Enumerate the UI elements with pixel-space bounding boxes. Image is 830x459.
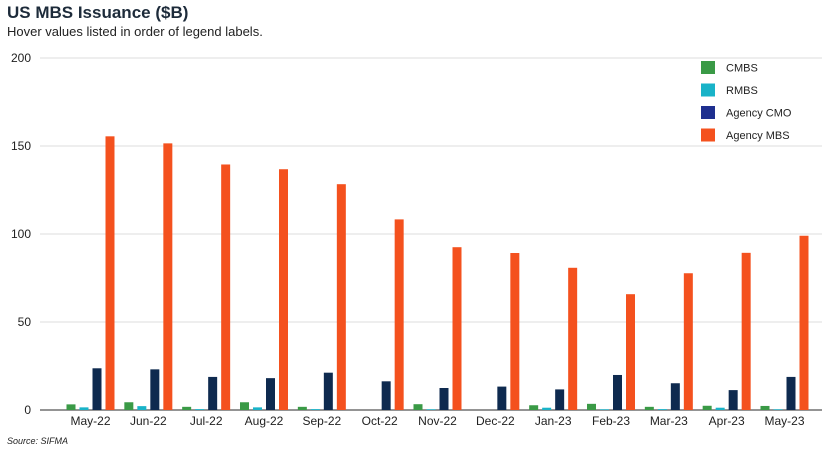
bar-agency-cmo	[728, 390, 738, 410]
bar-agency-mbs	[221, 164, 231, 410]
bar-agency-mbs	[510, 253, 520, 410]
bar-cmbs	[644, 406, 654, 410]
bar-rmbs	[657, 409, 667, 410]
bar-agency-cmo	[786, 376, 796, 410]
y-tick-label: 100	[11, 227, 31, 241]
bar-rmbs	[310, 409, 320, 410]
bar-agency-cmo	[670, 383, 680, 410]
x-tick-label: Jul-22	[190, 414, 223, 428]
bar-agency-mbs	[279, 169, 288, 410]
chart-title: US MBS Issuance ($B)	[7, 3, 189, 22]
y-tick-label: 0	[24, 403, 31, 417]
x-tick-label: Sep-22	[302, 414, 341, 428]
x-tick-label: Jun-22	[130, 414, 167, 428]
bar-agency-cmo	[555, 389, 565, 410]
legend-swatch	[701, 106, 715, 119]
x-tick-label: May-22	[70, 414, 110, 428]
bar-agency-mbs	[568, 267, 578, 410]
legend-swatch	[701, 128, 715, 142]
bar-cmbs	[702, 405, 712, 410]
bar-agency-cmo	[92, 368, 102, 410]
legend-label: CMBS	[726, 63, 758, 75]
bar-agency-mbs	[163, 143, 173, 411]
x-tick-label: Oct-22	[362, 414, 398, 428]
bar-cmbs	[529, 405, 539, 410]
x-tick-label: Feb-23	[592, 414, 630, 428]
bar-rmbs	[773, 409, 783, 410]
bar-agency-mbs	[626, 294, 635, 410]
y-tick-label: 200	[11, 51, 31, 65]
bar-agency-mbs	[452, 247, 462, 410]
x-tick-label: Aug-22	[245, 414, 284, 428]
bar-cmbs	[413, 404, 423, 410]
legend-label: Agency MBS	[726, 130, 790, 142]
bar-rmbs	[137, 406, 147, 410]
x-tick-label: May-23	[764, 414, 804, 428]
bar-agency-cmo	[381, 381, 391, 410]
bar-agency-cmo	[323, 372, 333, 410]
legend-swatch	[701, 61, 715, 74]
legend-swatch	[701, 83, 715, 97]
bar-agency-cmo	[208, 376, 218, 410]
x-tick-label: Mar-23	[650, 414, 688, 428]
bar-rmbs	[426, 409, 436, 410]
x-tick-label: Jan-23	[535, 414, 572, 428]
bar-cmbs	[124, 402, 134, 410]
bar-agency-mbs	[799, 235, 809, 410]
bar-agency-mbs	[105, 136, 115, 410]
y-tick-label: 150	[11, 139, 31, 153]
bar-rmbs	[79, 407, 89, 410]
bar-agency-mbs	[741, 252, 751, 410]
bar-rmbs	[600, 409, 609, 410]
bar-agency-cmo	[439, 388, 449, 410]
bar-cmbs	[297, 406, 307, 410]
source-note: Source: SIFMA	[7, 436, 69, 446]
bar-cmbs	[66, 404, 76, 410]
bar-rmbs	[195, 409, 205, 410]
bar-agency-cmo	[150, 369, 160, 410]
bar-cmbs	[182, 406, 192, 410]
bar-agency-mbs	[394, 219, 404, 410]
x-tick-label: Nov-22	[418, 414, 457, 428]
bar-rmbs	[542, 407, 552, 410]
bar-cmbs	[760, 405, 770, 410]
legend-label: RMBS	[726, 85, 758, 97]
bar-rmbs	[715, 407, 725, 410]
bar-agency-mbs	[336, 184, 346, 410]
bar-agency-cmo	[497, 386, 507, 410]
bar-rmbs	[253, 407, 262, 410]
bar-agency-cmo	[266, 378, 275, 410]
legend-label: Agency CMO	[726, 108, 792, 120]
bar-cmbs	[587, 403, 596, 410]
bar-agency-mbs	[683, 273, 693, 410]
bar-agency-cmo	[613, 374, 622, 410]
bar-cmbs	[240, 402, 249, 410]
x-tick-label: Dec-22	[476, 414, 515, 428]
chart-subtitle: Hover values listed in order of legend l…	[7, 24, 263, 39]
y-tick-label: 50	[18, 315, 32, 329]
x-tick-label: Apr-23	[709, 414, 745, 428]
